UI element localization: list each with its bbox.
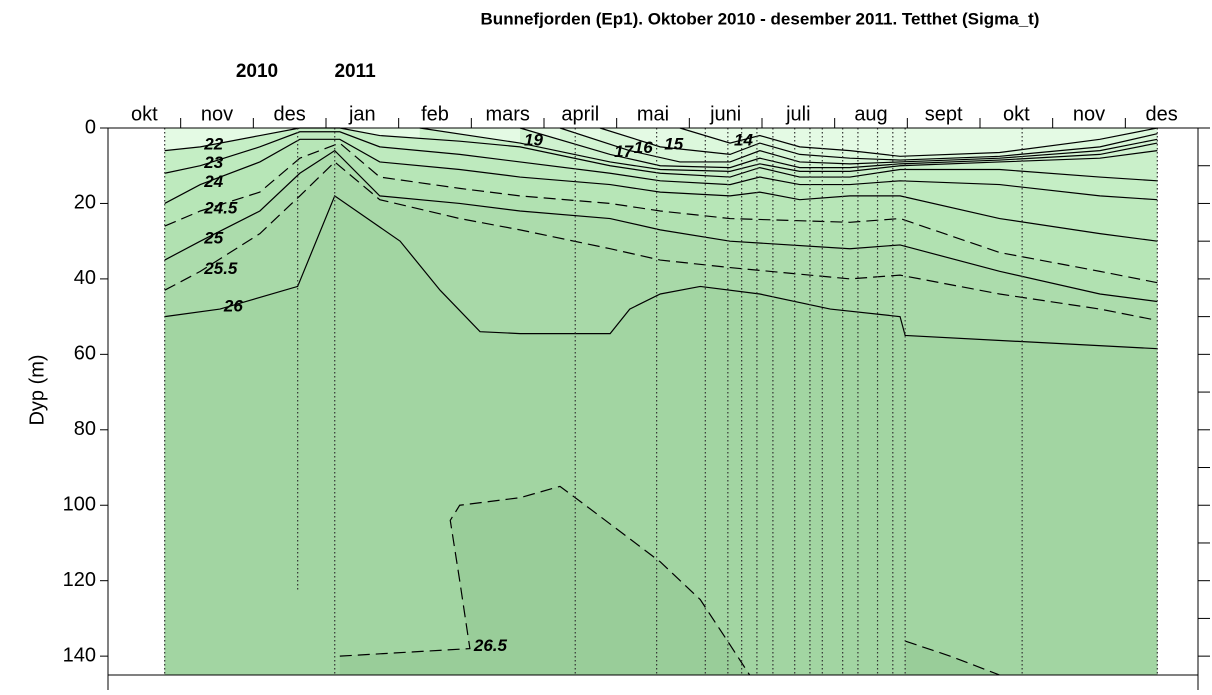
contour-lines <box>164 127 1158 676</box>
contour-label: 26 <box>223 297 243 316</box>
contour-fills <box>164 128 1158 676</box>
contour-line <box>164 194 1158 350</box>
chart-title: Bunnefjorden (Ep1). Oktober 2010 - desem… <box>481 9 1040 28</box>
year-label: 2011 <box>334 61 376 82</box>
contour-label: 19 <box>524 131 543 150</box>
y-tick-label: 120 <box>63 569 96 591</box>
contour-label: 24 <box>203 172 223 191</box>
contour-label: 25 <box>203 229 223 248</box>
y-tick-label: 140 <box>63 644 96 666</box>
y-tick-label: 100 <box>63 494 96 516</box>
contour-label: 25.5 <box>203 259 238 278</box>
x-tick-label: jan <box>348 103 376 125</box>
contour-line <box>904 640 1000 676</box>
contour-line <box>559 127 1158 165</box>
x-tick-label: okt <box>1003 103 1030 125</box>
contour-fill <box>164 195 1158 675</box>
y-tick-label: 0 <box>85 116 96 138</box>
contour-label: 17 <box>614 142 634 161</box>
x-tick-label: okt <box>131 103 158 125</box>
contour-label: 15 <box>664 134 683 153</box>
contour-line <box>419 127 1158 172</box>
contour-line <box>164 142 1158 284</box>
contour-line <box>519 127 1158 169</box>
x-tick-label: sept <box>925 103 963 125</box>
contour-label: 22 <box>203 134 223 153</box>
x-tick-label: feb <box>421 103 449 125</box>
contour-label: 26.5 <box>473 636 508 655</box>
contour-line <box>599 127 1158 161</box>
y-tick-label: 20 <box>74 192 96 214</box>
contour-line <box>679 127 1158 157</box>
contour-line <box>164 127 1158 182</box>
x-tick-label: des <box>274 103 306 125</box>
x-tick-label: mars <box>485 103 529 125</box>
contour-label: 24.5 <box>203 198 238 217</box>
contour-label: 23 <box>203 153 223 172</box>
x-tick-label: nov <box>201 103 233 125</box>
contour-fill <box>339 486 750 675</box>
x-tick-label: april <box>561 103 599 125</box>
contour-label: 14 <box>734 131 753 150</box>
x-tick-label: mai <box>637 103 669 125</box>
x-tick-label: juni <box>709 103 741 125</box>
contour-line <box>164 131 1158 201</box>
contour-line <box>164 138 1158 242</box>
y-tick-label: 60 <box>74 343 96 365</box>
contour-line <box>164 161 1158 321</box>
contour-line <box>339 485 751 676</box>
y-axis-label: Dyp (m) <box>26 354 48 425</box>
x-tick-label: juli <box>785 103 810 125</box>
contour-label: 16 <box>634 138 653 157</box>
x-tick-label: des <box>1146 103 1178 125</box>
x-tick-label: aug <box>854 103 887 125</box>
y-tick-label: 40 <box>74 267 96 289</box>
y-tick-label: 80 <box>74 418 96 440</box>
year-label: 2010 <box>236 61 278 82</box>
contour-line <box>164 149 1158 303</box>
x-tick-label: nov <box>1073 103 1105 125</box>
